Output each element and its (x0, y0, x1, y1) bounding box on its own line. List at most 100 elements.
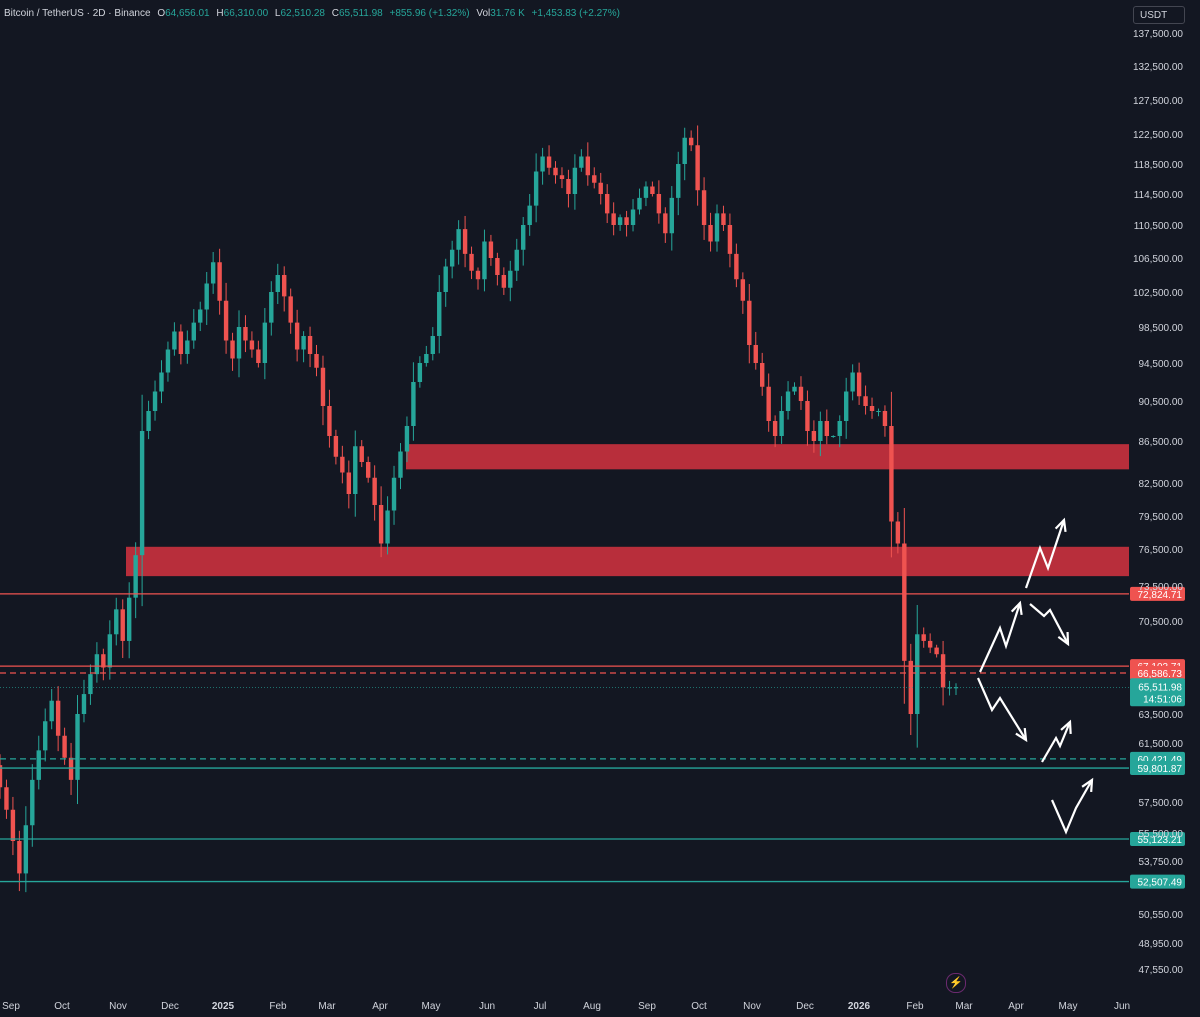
candle-body (811, 431, 817, 441)
candle-body (624, 217, 629, 225)
candle-body (269, 292, 274, 323)
candle-body (256, 349, 261, 363)
high-value: 66,310.00 (223, 8, 269, 19)
candle-body (4, 787, 9, 810)
candle-body (404, 426, 410, 452)
price-level-label: 55,123.21 (1138, 835, 1183, 846)
y-tick-label: 63,500.00 (1139, 710, 1184, 721)
y-tick-label: 86,500.00 (1139, 437, 1184, 448)
arrow-down-1[interactable] (1029, 603, 1069, 645)
price-level-label: 72,824.71 (1138, 590, 1183, 601)
y-tick-label: 110,500.00 (1134, 221, 1184, 232)
candle-body (133, 555, 138, 598)
arrow-up-3[interactable] (1041, 721, 1072, 763)
candle-body (831, 436, 836, 437)
x-tick-label: Jul (534, 1001, 547, 1012)
bolt-icon[interactable]: ⚡ (946, 973, 966, 993)
levels: 72,824.7167,103.7166,586.7360,421.4959,8… (0, 586, 1185, 889)
symbol-title[interactable]: Bitcoin / TetherUS · 2D · Binance (4, 8, 151, 19)
projection-arrows (976, 517, 1094, 835)
x-tick-label: 2026 (848, 1001, 871, 1012)
candle-body (301, 336, 306, 350)
arrow-up-4[interactable] (1050, 779, 1093, 835)
y-tick-label: 90,500.00 (1139, 397, 1184, 408)
candle-body (437, 292, 442, 336)
candle-body (17, 841, 22, 874)
candle-body (682, 137, 687, 164)
x-tick-label: May (1059, 1001, 1078, 1012)
candle-body (876, 411, 881, 412)
price-level-label: 52,507.49 (1138, 878, 1183, 889)
price-level-badge (1130, 874, 1185, 889)
candle-body (23, 825, 29, 874)
candle-body (365, 462, 371, 478)
x-tick-label: Mar (955, 1001, 973, 1012)
candle-body (656, 194, 662, 214)
candle-body (818, 421, 823, 441)
candle-body (882, 411, 888, 426)
arrow-up-2-head (1054, 517, 1067, 533)
candle-body (611, 213, 616, 225)
x-tick-label: May (422, 1001, 441, 1012)
candle-body (178, 331, 184, 354)
x-tick-label: Oct (691, 1001, 707, 1012)
currency-button[interactable]: USDT (1133, 6, 1185, 24)
change-value: +855.96 (+1.32%) (389, 8, 470, 19)
candle-body (55, 700, 61, 736)
candle-body (165, 349, 171, 373)
candle-body (714, 213, 720, 242)
candle-body (650, 186, 655, 194)
candle-body (294, 322, 300, 350)
candle-body (424, 354, 429, 363)
arrow-up-2[interactable] (1024, 519, 1066, 589)
candle-body (934, 647, 939, 655)
countdown-label: 14:51:06 (1143, 694, 1182, 705)
candle-body (514, 249, 519, 271)
y-tick-label: 106,500.00 (1133, 254, 1183, 265)
candle-body (708, 225, 713, 242)
y-tick-label: 102,500.00 (1133, 288, 1183, 299)
y-tick-label: 47,550.00 (1139, 965, 1184, 976)
y-tick-label: 94,500.00 (1139, 359, 1184, 370)
resistance-zone[interactable] (406, 444, 1129, 470)
x-tick-label: Sep (638, 1001, 656, 1012)
arrow-up-1-head (1010, 600, 1023, 616)
candle-body (185, 340, 190, 354)
candle-body (805, 401, 810, 431)
low-value: 62,510.28 (280, 8, 325, 19)
price-level-badge (1130, 832, 1185, 847)
candle-body (372, 477, 377, 505)
arrow-down-1-head (1057, 631, 1070, 647)
candle-body (359, 446, 364, 462)
candle-body (630, 209, 636, 225)
symbol-header: Bitcoin / TetherUS · 2D · Binance O64,65… (4, 8, 620, 19)
x-tick-label: Nov (743, 1001, 761, 1012)
x-tick-label: Dec (796, 1001, 814, 1012)
candle-body (49, 700, 54, 722)
candle-body (320, 367, 326, 406)
candle-body (114, 609, 119, 635)
candle-body (921, 634, 926, 641)
arrow-down-2-head (1015, 727, 1028, 743)
candle-body (843, 391, 849, 421)
candle-body (798, 386, 804, 401)
candle-body (721, 213, 726, 225)
candle-body (695, 145, 700, 191)
candle-body (856, 372, 862, 397)
candle-body (643, 186, 649, 198)
candle-body (850, 372, 855, 392)
arrow-up-1[interactable] (978, 602, 1022, 673)
candle-body (43, 721, 48, 751)
y-tick-label: 70,500.00 (1139, 617, 1184, 628)
candle-body (462, 229, 468, 254)
candle-body (314, 354, 319, 368)
arrow-down-2[interactable] (976, 677, 1027, 741)
candle-body (333, 436, 339, 457)
candle-body (139, 431, 145, 556)
candle-body (760, 363, 765, 387)
x-tick-label: Oct (54, 1001, 70, 1012)
resistance-zone[interactable] (126, 546, 1129, 577)
candle-body (863, 396, 868, 406)
candle-body (766, 386, 771, 421)
